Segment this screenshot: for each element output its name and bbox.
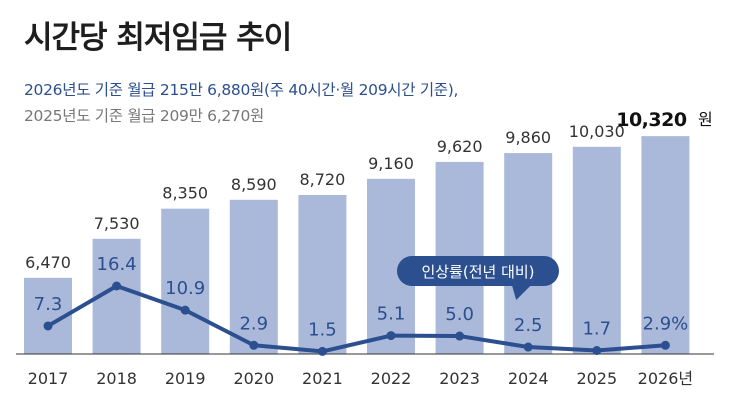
rate-point-2026 <box>660 340 670 350</box>
rate-label-2020: 2.9 <box>239 313 268 334</box>
x-label-2026: 2026년 <box>638 369 693 388</box>
rate-point-2018 <box>112 281 122 291</box>
bar-value-2024: 9,860 <box>505 128 551 147</box>
x-label-2019: 2019 <box>165 369 206 388</box>
rate-label-2021: 1.5 <box>308 319 337 340</box>
x-label-2023: 2023 <box>439 369 480 388</box>
x-axis-labels: 2017 2018 2019 2020 2021 2022 2023 2024 2025 2026… <box>28 369 693 388</box>
bar-2020 <box>229 199 278 354</box>
rate-labels: 7.3 16.4 10.9 2.9 1.5 5.1 5.0 2.5 1.7 2.9% <box>34 254 689 340</box>
rate-point-2019 <box>180 305 190 315</box>
rate-points <box>43 281 670 356</box>
rate-line <box>46 284 666 354</box>
bar-value-2019: 8,350 <box>162 184 208 203</box>
rate-label-2022: 5.1 <box>377 304 406 325</box>
bar-value-2022: 9,160 <box>368 154 414 173</box>
highlight-unit: 원 <box>698 110 713 129</box>
bar-series <box>24 136 690 354</box>
x-label-2025: 2025 <box>576 369 617 388</box>
rate-label-2018: 16.4 <box>97 254 137 275</box>
subtitle-2025: 2025년도 기준 월급 209만 6,270원 <box>24 107 264 125</box>
rate-point-2024 <box>523 342 533 352</box>
bar-2021 <box>298 195 347 354</box>
bar-2025 <box>572 146 621 354</box>
rate-label-2026: 2.9% <box>643 313 689 334</box>
rate-label-2025: 1.7 <box>582 319 611 340</box>
bar-value-2017: 6,470 <box>25 253 71 272</box>
x-label-2020: 2020 <box>233 369 274 388</box>
bar-value-labels: 6,470 7,530 8,350 8,590 8,720 9,160 9,620 9,860… <box>25 109 713 272</box>
bar-value-2018: 7,530 <box>94 214 140 233</box>
callout-bubble <box>397 256 559 300</box>
bar-value-2026: 10,320 <box>616 109 687 131</box>
subtitle-2026: 2026년도 기준 월급 215만 6,880원(주 40시간·월 209시간 … <box>24 81 459 99</box>
x-label-2024: 2024 <box>508 369 549 388</box>
rate-point-2017 <box>43 321 53 331</box>
rate-callout: 인상률(전년 대비) <box>397 256 559 300</box>
bar-value-2023: 9,620 <box>437 137 483 156</box>
rate-label-2023: 5.0 <box>445 304 474 325</box>
bar-value-2025: 10,030 <box>569 122 625 141</box>
x-label-2021: 2021 <box>302 369 343 388</box>
rate-point-2020 <box>249 340 259 350</box>
x-label-2018: 2018 <box>96 369 137 388</box>
bar-value-2020: 8,590 <box>231 175 277 194</box>
bar-2019 <box>161 208 210 354</box>
callout-label: 인상률(전년 대비) <box>421 263 534 281</box>
bar-2024 <box>504 153 553 354</box>
rate-point-2023 <box>455 331 465 341</box>
rate-label-2024: 2.5 <box>514 315 543 336</box>
rate-label-2019: 10.9 <box>165 278 205 299</box>
rate-point-2025 <box>592 346 602 356</box>
chart-title: 시간당 최저임금 추이 <box>24 20 292 56</box>
rate-label-2017: 7.3 <box>34 294 63 315</box>
x-label-2022: 2022 <box>371 369 412 388</box>
rate-point-2021 <box>317 346 327 356</box>
bar-value-2021: 8,720 <box>299 170 345 189</box>
x-label-2017: 2017 <box>28 369 69 388</box>
rate-point-2022 <box>386 331 396 341</box>
bar-2026 <box>641 136 690 354</box>
